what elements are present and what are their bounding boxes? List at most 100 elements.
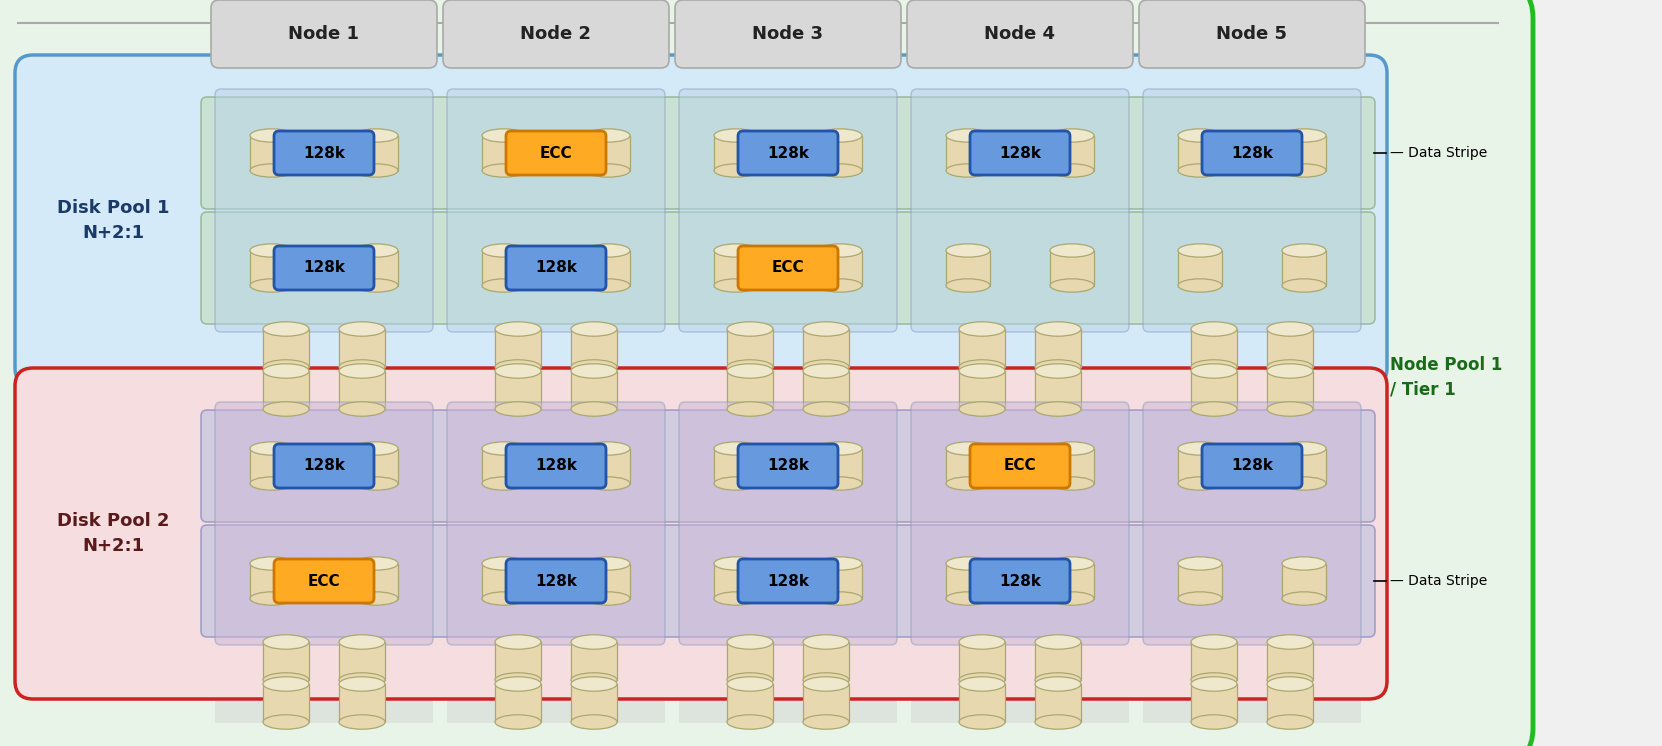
Ellipse shape [946, 592, 991, 605]
Ellipse shape [959, 364, 1006, 378]
Ellipse shape [803, 715, 849, 730]
Ellipse shape [726, 364, 773, 378]
Ellipse shape [818, 244, 863, 257]
Ellipse shape [1192, 322, 1237, 336]
Ellipse shape [249, 477, 294, 490]
Ellipse shape [959, 360, 1006, 374]
Bar [946, 448, 991, 483]
Ellipse shape [1266, 677, 1313, 692]
Ellipse shape [1050, 129, 1094, 142]
Ellipse shape [1266, 715, 1313, 730]
FancyBboxPatch shape [201, 212, 1374, 324]
Ellipse shape [959, 715, 1006, 730]
Ellipse shape [354, 279, 397, 292]
Ellipse shape [1192, 715, 1237, 730]
FancyBboxPatch shape [1143, 89, 1361, 332]
Bar [726, 371, 773, 409]
FancyBboxPatch shape [738, 444, 838, 488]
Bar [214, 23, 434, 723]
Ellipse shape [263, 677, 309, 692]
Ellipse shape [726, 677, 773, 692]
Ellipse shape [803, 322, 849, 336]
Bar [726, 684, 773, 722]
Bar [1178, 563, 1222, 598]
Bar [1192, 684, 1237, 722]
Ellipse shape [1178, 442, 1222, 455]
Bar [482, 563, 525, 598]
Ellipse shape [263, 715, 309, 730]
Bar [803, 371, 849, 409]
FancyBboxPatch shape [211, 0, 437, 68]
Bar [1178, 448, 1222, 483]
Text: Node 2: Node 2 [520, 25, 592, 43]
FancyBboxPatch shape [911, 89, 1128, 332]
Ellipse shape [572, 360, 617, 374]
Bar [818, 563, 863, 598]
Bar [715, 563, 758, 598]
Bar [587, 251, 630, 286]
Bar [482, 251, 525, 286]
Bar [803, 684, 849, 722]
Ellipse shape [803, 364, 849, 378]
Bar [715, 136, 758, 171]
Text: — Data Stripe: — Data Stripe [1389, 574, 1487, 588]
Text: Node 1: Node 1 [289, 25, 359, 43]
Bar [249, 563, 294, 598]
Ellipse shape [803, 360, 849, 374]
Bar [1281, 136, 1326, 171]
Ellipse shape [1035, 715, 1080, 730]
Ellipse shape [482, 442, 525, 455]
Bar [249, 448, 294, 483]
Ellipse shape [1035, 402, 1080, 416]
Ellipse shape [339, 715, 386, 730]
Ellipse shape [726, 673, 773, 687]
Ellipse shape [1266, 360, 1313, 374]
Ellipse shape [1178, 592, 1222, 605]
Bar [354, 563, 397, 598]
FancyBboxPatch shape [907, 0, 1133, 68]
FancyBboxPatch shape [201, 410, 1374, 522]
Bar [803, 329, 849, 367]
Ellipse shape [354, 442, 397, 455]
FancyBboxPatch shape [1143, 402, 1361, 645]
Ellipse shape [249, 279, 294, 292]
Ellipse shape [482, 477, 525, 490]
Ellipse shape [1281, 557, 1326, 570]
Ellipse shape [339, 635, 386, 649]
Text: 128k: 128k [1232, 459, 1273, 474]
Bar [1035, 371, 1080, 409]
Bar [946, 251, 991, 286]
Ellipse shape [263, 322, 309, 336]
Bar [263, 642, 309, 680]
Ellipse shape [587, 557, 630, 570]
Ellipse shape [249, 442, 294, 455]
FancyBboxPatch shape [1138, 0, 1365, 68]
Ellipse shape [572, 402, 617, 416]
Bar [495, 371, 542, 409]
Ellipse shape [495, 360, 542, 374]
FancyBboxPatch shape [15, 368, 1388, 699]
Bar [726, 329, 773, 367]
Ellipse shape [1266, 402, 1313, 416]
Bar [572, 642, 617, 680]
Ellipse shape [1192, 677, 1237, 692]
FancyBboxPatch shape [1202, 131, 1301, 175]
Ellipse shape [946, 477, 991, 490]
FancyBboxPatch shape [447, 89, 665, 332]
FancyBboxPatch shape [971, 559, 1070, 603]
Ellipse shape [263, 360, 309, 374]
Ellipse shape [715, 129, 758, 142]
Ellipse shape [263, 635, 309, 649]
Text: 128k: 128k [766, 145, 809, 160]
Bar [1178, 136, 1222, 171]
FancyBboxPatch shape [274, 444, 374, 488]
Ellipse shape [354, 164, 397, 177]
Ellipse shape [959, 673, 1006, 687]
Ellipse shape [572, 322, 617, 336]
Ellipse shape [249, 557, 294, 570]
Ellipse shape [946, 244, 991, 257]
Ellipse shape [946, 442, 991, 455]
Bar [1192, 642, 1237, 680]
Bar [482, 448, 525, 483]
Ellipse shape [726, 322, 773, 336]
